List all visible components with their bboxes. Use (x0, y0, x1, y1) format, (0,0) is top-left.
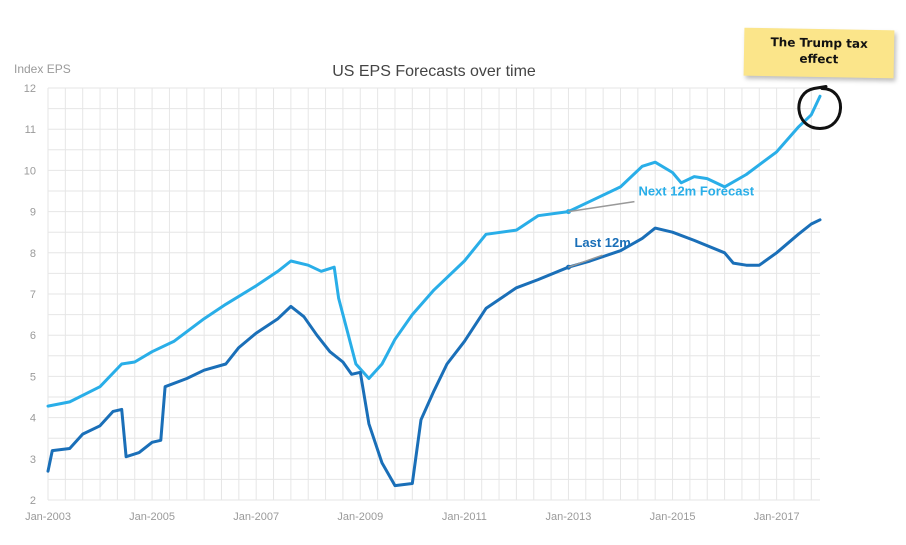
y-tick-label: 3 (30, 454, 36, 466)
series-annotations: Next 12m Forecast Last 12m (565, 184, 755, 270)
y-tick-label: 5 (30, 371, 36, 383)
y-tick-label: 8 (30, 248, 36, 260)
annotation-label: Last 12m (574, 235, 630, 250)
series-line-next-12m-forecast (46, 94, 822, 408)
annotation-leader-line (568, 200, 635, 213)
x-tick-label: Jan-2013 (546, 511, 592, 523)
x-tick-label: Jan-2009 (337, 511, 383, 523)
x-axis-ticks: Jan-2003 Jan-2005 Jan-2007 Jan-2009 Jan-2011… (25, 511, 800, 523)
y-tick-label: 9 (30, 207, 36, 219)
series-line-last-12m (46, 218, 822, 488)
y-axis-ticks: 2 3 4 5 6 7 8 9 10 11 12 (24, 83, 36, 507)
y-tick-label: 2 (30, 495, 36, 507)
x-tick-label: Jan-2017 (754, 511, 800, 523)
annotation-label: Next 12m Forecast (638, 184, 754, 199)
y-tick-label: 6 (30, 330, 36, 342)
x-tick-label: Jan-2011 (442, 511, 487, 523)
trump-effect-circle-stroke (797, 84, 842, 130)
y-tick-label: 4 (30, 413, 36, 425)
x-tick-label: Jan-2007 (233, 511, 279, 523)
sticky-note-text: The Trump tax effect (770, 35, 868, 67)
y-axis-label: Index EPS (14, 62, 71, 76)
y-tick-label: 12 (24, 83, 36, 95)
sticky-note: The Trump tax effect (743, 27, 895, 79)
x-tick-label: Jan-2003 (25, 511, 71, 523)
chart-grid (47, 87, 820, 501)
series-lines (46, 94, 822, 488)
y-tick-label: 11 (25, 124, 36, 136)
y-tick-label: 7 (30, 289, 36, 301)
chart-title: US EPS Forecasts over time (332, 63, 536, 80)
y-tick-label: 10 (24, 165, 36, 177)
annotation-leader-line (568, 254, 603, 268)
trump-effect-circle (797, 84, 842, 130)
x-tick-label: Jan-2005 (129, 511, 175, 523)
x-tick-label: Jan-2015 (650, 511, 696, 523)
